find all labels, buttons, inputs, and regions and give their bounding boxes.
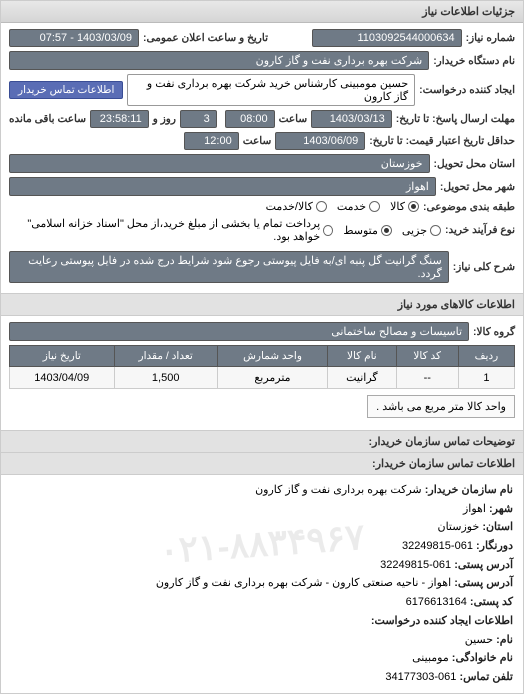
goods-group-value: تاسیسات و مصالح ساختمانی: [9, 322, 469, 341]
buy-process-radio-group: جزیی متوسط پرداخت تمام یا بخشی از مبلغ خ…: [9, 217, 441, 243]
creator-label: ایجاد کننده درخواست:: [419, 84, 515, 96]
radio-dot-icon: [369, 201, 380, 212]
radio-medium-label: متوسط: [343, 224, 378, 237]
radio-goods-label: کالا: [390, 200, 405, 213]
radio-dot-icon: [381, 225, 392, 236]
radio-goods-service-label: کالا/خدمت: [266, 200, 313, 213]
radio-service-label: خدمت: [337, 200, 366, 213]
full-addr-value: اهواز - ناحیه صنعتی کارون - شرکت بهره بر…: [156, 577, 451, 589]
unit-note: واحد کالا متر مربع می باشد .: [367, 395, 515, 418]
radio-minor-label: جزیی: [402, 224, 427, 237]
province-label: استان محل تحویل:: [434, 158, 515, 170]
need-desc-label: شرح کلی نیاز:: [453, 261, 515, 273]
category-label: طبقه بندی موضوعی:: [423, 201, 515, 213]
panel-title: جزئیات اطلاعات نیاز: [1, 1, 523, 23]
first-name-label: نام:: [496, 634, 513, 646]
th-unit: واحد شمارش: [217, 346, 327, 367]
goods-info-title: اطلاعات کالاهای مورد نیاز: [1, 293, 523, 316]
goods-group-label: گروه کالا:: [473, 326, 515, 338]
time2-label: ساعت: [243, 135, 272, 147]
announce-dt-value: 1403/03/09 - 07:57: [9, 29, 139, 47]
phone-value: 061-34177303: [385, 671, 456, 683]
th-name: نام کالا: [328, 346, 396, 367]
deadline-label: مهلت ارسال پاسخ: تا تاریخ:: [396, 113, 515, 125]
category-radio-group: کالا خدمت کالا/خدمت: [266, 200, 419, 213]
days-and-label: روز و: [153, 113, 176, 125]
announce-dt-label: تاریخ و ساعت اعلان عمومی:: [143, 32, 268, 44]
radio-dot-icon: [430, 225, 441, 236]
buyer-org-value: شرکت بهره برداری نفت و گاز کارون: [9, 51, 429, 70]
last-name-label: نام خانوادگی:: [452, 652, 513, 664]
buy-process-label: نوع فرآیند خرید:: [445, 224, 515, 236]
contact-info-button[interactable]: اطلاعات تماس خریدار: [9, 81, 123, 99]
req-no-label: شماره نیاز:: [466, 32, 515, 44]
table-header-row: ردیف کد کالا نام کالا واحد شمارش تعداد /…: [10, 346, 515, 367]
cell-row: 1: [458, 367, 514, 389]
need-desc-value: سنگ گرانیت گل پنبه ای/به فایل پیوستی رجو…: [9, 251, 449, 283]
org-name-value: شرکت بهره برداری نفت و گاز کارون: [255, 484, 422, 496]
th-qty: تعداد / مقدار: [114, 346, 217, 367]
city-label: شهر محل تحویل:: [440, 181, 515, 193]
radio-service[interactable]: خدمت: [337, 200, 380, 213]
province-value: خوزستان: [9, 154, 430, 173]
fax-label: دورنگار:: [476, 540, 513, 552]
time1-label: ساعت: [279, 113, 308, 125]
creator-value: حسین مومبینی کارشناس خرید شرکت بهره بردا…: [127, 74, 415, 106]
radio-goods[interactable]: کالا: [390, 200, 419, 213]
details-panel: جزئیات اطلاعات نیاز شماره نیاز: 11030925…: [0, 0, 524, 694]
radio-medium[interactable]: متوسط: [343, 224, 392, 237]
contact-province-label: استان:: [482, 521, 513, 533]
table-row: 1 -- گرانیت مترمربع 1,500 1403/04/09: [10, 367, 515, 389]
buyer-org-label: نام دستگاه خریدار:: [433, 55, 515, 67]
th-row: ردیف: [458, 346, 514, 367]
valid-time: 12:00: [184, 132, 239, 150]
cell-qty: 1,500: [114, 367, 217, 389]
th-code: کد کالا: [396, 346, 458, 367]
contact-section: ۰۲۱-۸۸۳۴۹۶۷ اطلاعات تماس سازمان خریدار: …: [1, 453, 523, 693]
city-value: اهواز: [9, 177, 436, 196]
deadline-date: 1403/03/13: [311, 110, 392, 128]
goods-table: ردیف کد کالا نام کالا واحد شمارش تعداد /…: [9, 345, 515, 389]
contact-province-value: خوزستان: [437, 521, 479, 533]
th-date: تاریخ نیاز: [10, 346, 115, 367]
postal-addr-value: 061-32249815: [380, 559, 451, 571]
req-no-value: 1103092544000634: [312, 29, 462, 47]
form-body: شماره نیاز: 1103092544000634 تاریخ و ساع…: [1, 23, 523, 293]
creator-info-label: اطلاعات ایجاد کننده درخواست:: [371, 615, 513, 627]
radio-dot-icon: [323, 225, 333, 236]
days-left: 3: [180, 110, 217, 128]
radio-dot-icon: [408, 201, 419, 212]
full-addr-label: آدرس پستی:: [454, 577, 513, 589]
valid-date: 1403/06/09: [275, 132, 365, 150]
postal-code-value: 6176613164: [406, 596, 467, 608]
fax-value: 061-32249815: [402, 540, 473, 552]
radio-dot-icon: [316, 201, 327, 212]
radio-major[interactable]: پرداخت تمام یا بخشی از مبلغ خرید،از محل …: [9, 217, 333, 243]
radio-minor[interactable]: جزیی: [402, 224, 441, 237]
cell-date: 1403/04/09: [10, 367, 115, 389]
first-name-value: حسین: [465, 634, 493, 646]
contact-title: اطلاعات تماس سازمان خریدار:: [1, 453, 523, 475]
buyer-notes-title: توضیحات تماس سازمان خریدار:: [1, 430, 523, 453]
postal-code-label: کد پستی:: [470, 596, 513, 608]
deadline-time: 08:00: [225, 110, 275, 128]
contact-city-value: اهواز: [463, 503, 486, 515]
phone-label: تلفن تماس:: [459, 671, 513, 683]
radio-goods-service[interactable]: کالا/خدمت: [266, 200, 327, 213]
contact-city-label: شهر:: [489, 503, 513, 515]
contact-block: نام سازمان خریدار: شرکت بهره برداری نفت …: [1, 475, 523, 693]
cell-unit: مترمربع: [217, 367, 327, 389]
postal-addr-label: آدرس پستی:: [454, 559, 513, 571]
cell-code: --: [396, 367, 458, 389]
org-name-label: نام سازمان خریدار:: [425, 484, 513, 496]
remain-label: ساعت باقی مانده: [9, 113, 86, 125]
last-name-value: مومبینی: [412, 652, 449, 664]
cell-name: گرانیت: [328, 367, 396, 389]
radio-major-label: پرداخت تمام یا بخشی از مبلغ خرید،از محل …: [9, 217, 320, 243]
time-left: 23:58:11: [90, 110, 149, 128]
valid-until-label: حداقل تاریخ اعتبار قیمت: تا تاریخ:: [369, 135, 515, 147]
